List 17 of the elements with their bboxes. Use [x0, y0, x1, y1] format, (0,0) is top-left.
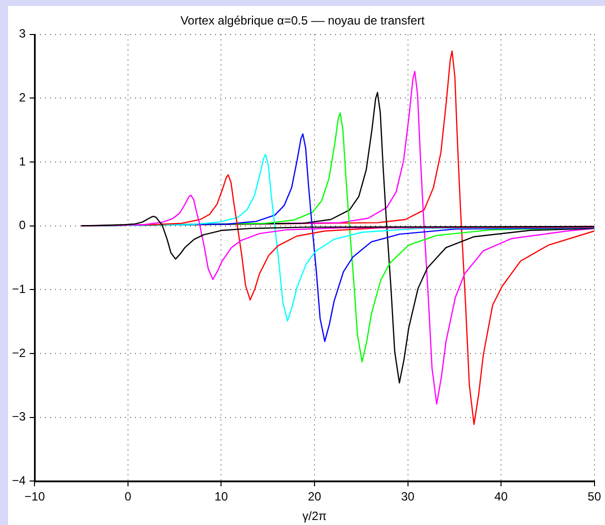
x-tick-label: 20 — [308, 490, 322, 504]
y-tick-label: 3 — [18, 26, 26, 41]
x-tick-label: 10 — [214, 490, 228, 504]
x-axis-title: γ/2π — [302, 509, 327, 524]
y-tick-label: −4 — [12, 474, 26, 488]
y-tick-label: −3 — [12, 410, 26, 424]
chart-title: Vortex algébrique α=0.5 –– noyau de transfert — [180, 14, 426, 28]
y-tick-label: −1 — [12, 282, 26, 296]
x-tick-label: 50 — [588, 490, 602, 504]
y-tick-label: 2 — [18, 90, 26, 105]
x-tick-label: −10 — [24, 490, 46, 504]
y-tick-label: 1 — [18, 154, 26, 168]
x-tick-label: 30 — [401, 490, 415, 504]
y-tick-label: 0 — [18, 218, 26, 232]
y-tick-label: −2 — [12, 346, 26, 360]
x-tick-label: 0 — [124, 490, 132, 504]
x-tick-label: 40 — [494, 490, 508, 504]
